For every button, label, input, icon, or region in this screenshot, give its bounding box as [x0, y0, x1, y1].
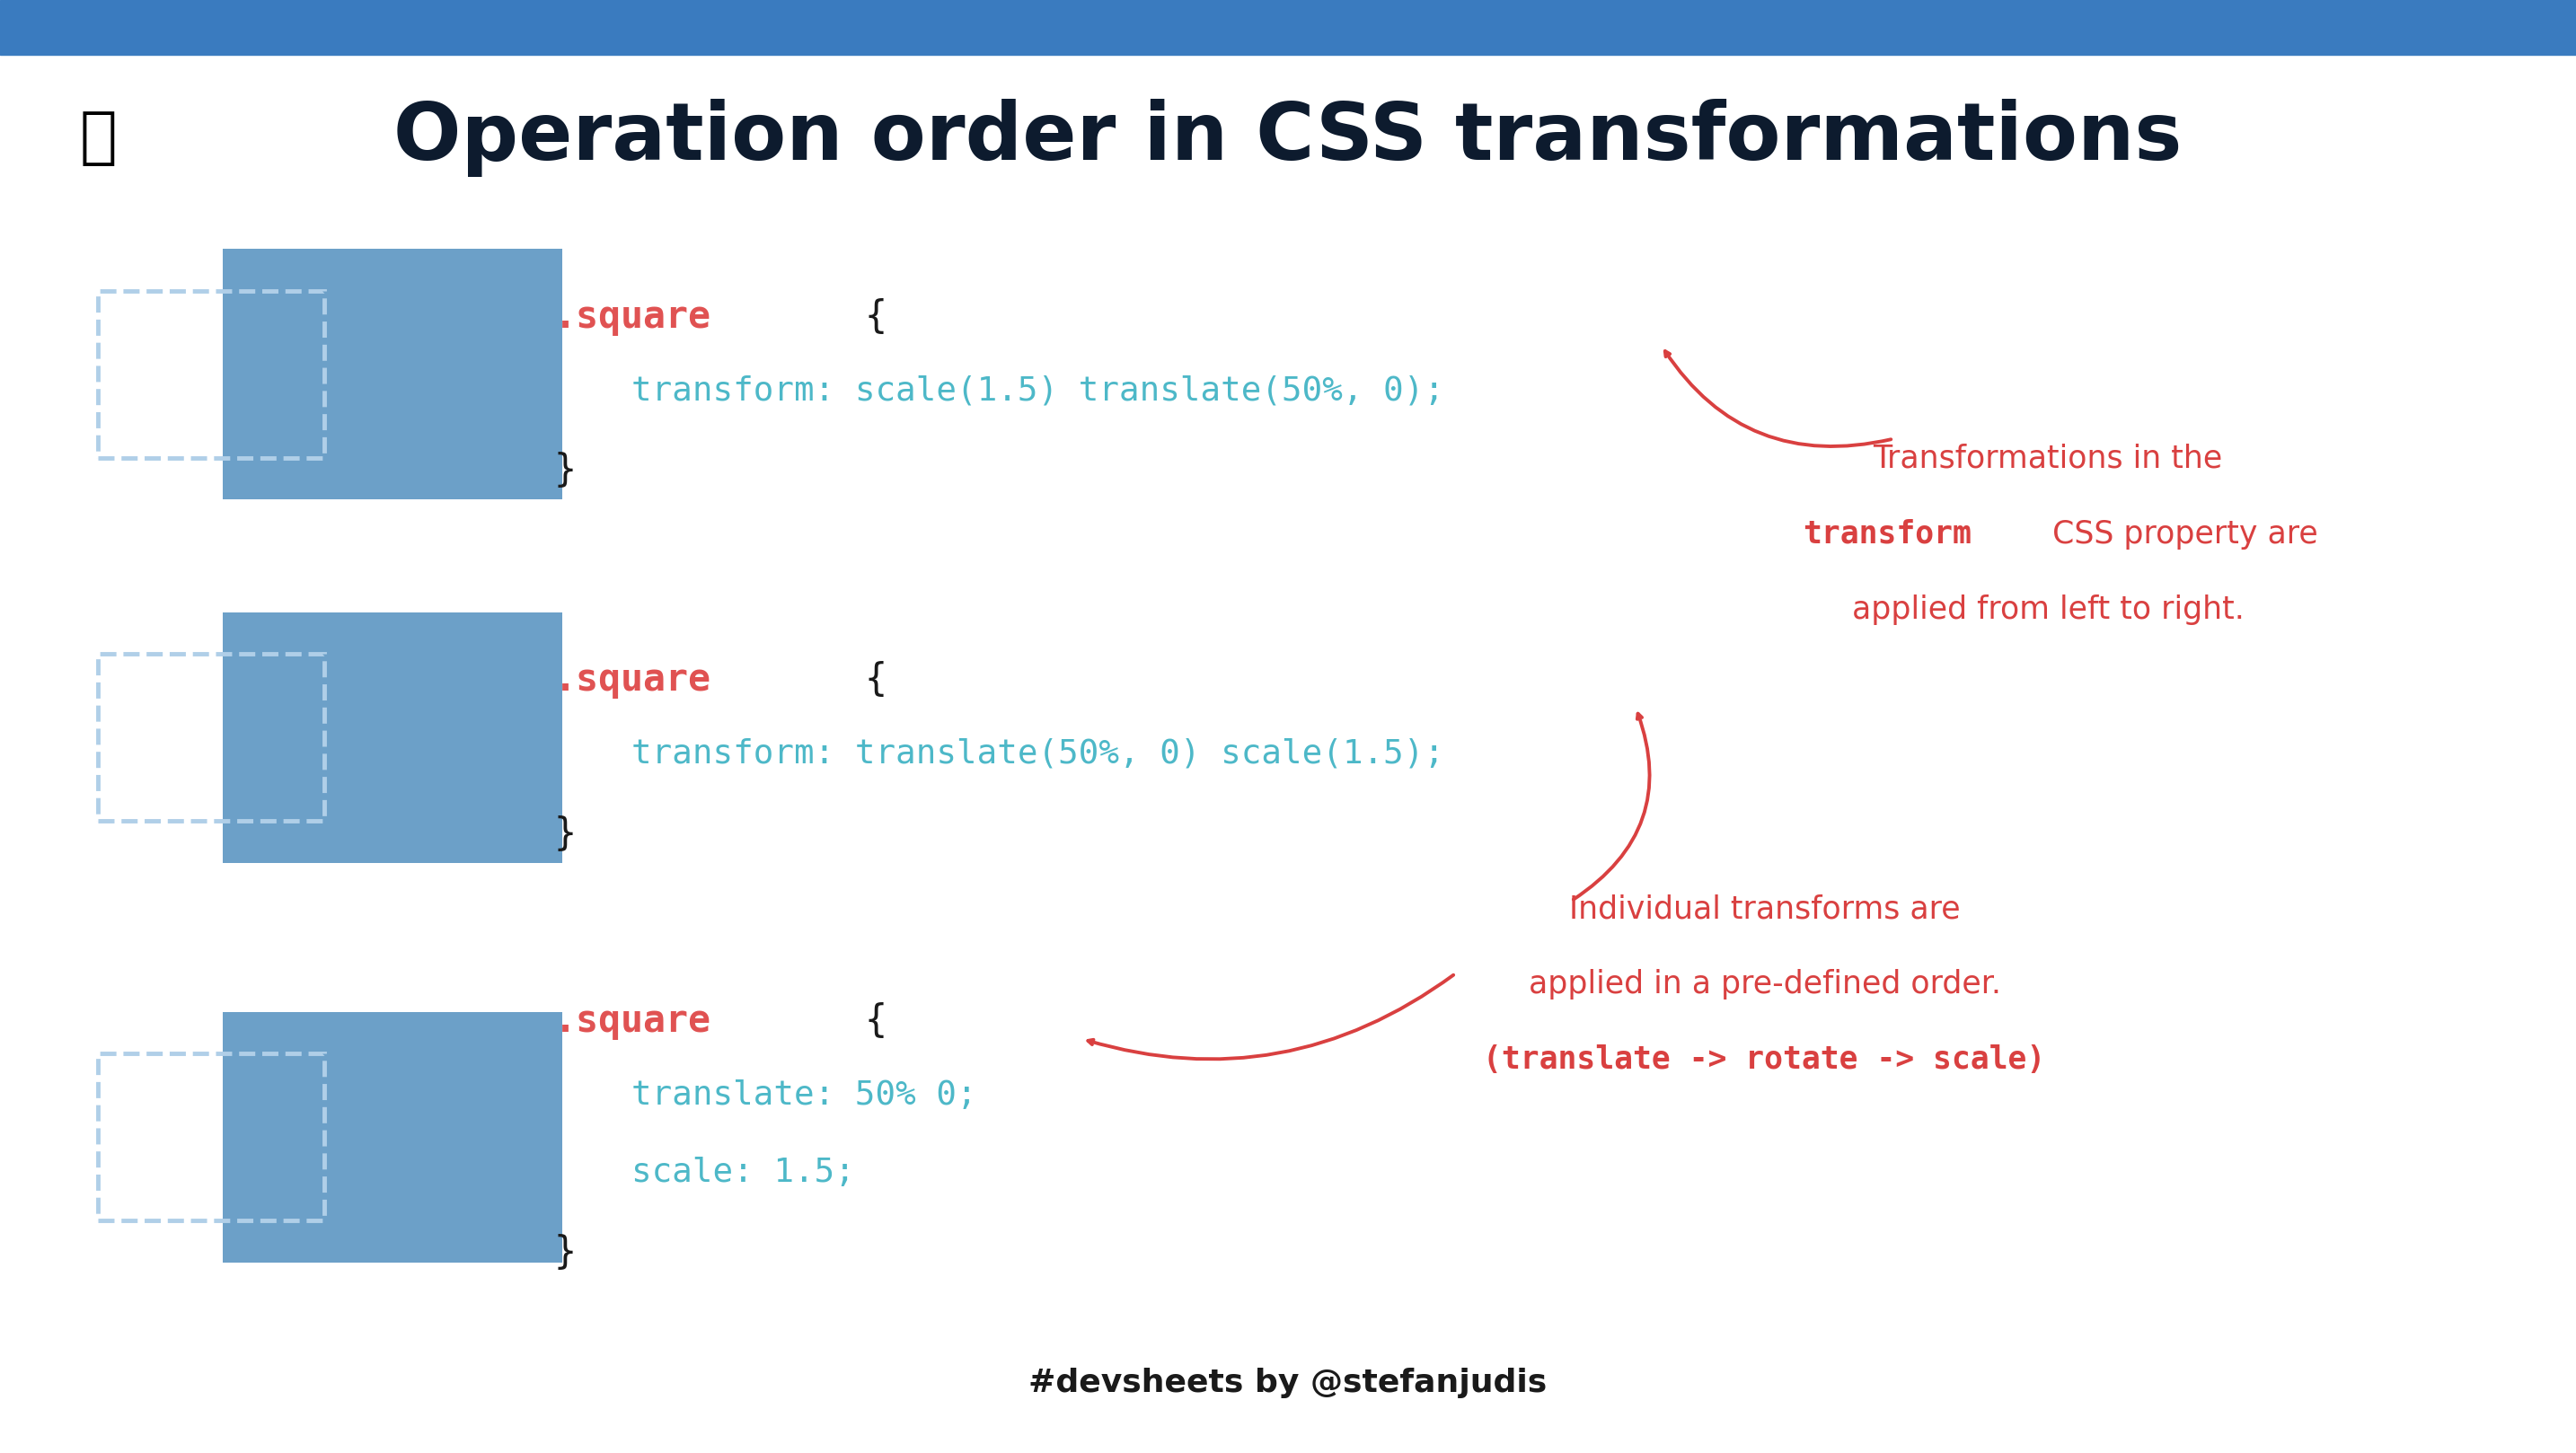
Bar: [222, 612, 562, 863]
Bar: [222, 1011, 562, 1263]
Text: transform: translate(50%, 0) scale(1.5);: transform: translate(50%, 0) scale(1.5);: [631, 738, 1445, 770]
Text: .square: .square: [554, 298, 711, 336]
Text: .square: .square: [554, 1003, 711, 1040]
Text: CSS property are: CSS property are: [2043, 519, 2318, 549]
Text: Operation order in CSS transformations: Operation order in CSS transformations: [394, 99, 2182, 177]
Text: }: }: [554, 452, 577, 490]
Text: .square: .square: [554, 661, 711, 699]
Bar: [0, 0, 2576, 55]
Bar: [98, 291, 325, 458]
Text: (translate -> rotate -> scale): (translate -> rotate -> scale): [1484, 1045, 2045, 1075]
Text: {: {: [842, 661, 886, 699]
Text: }: }: [554, 1234, 577, 1271]
Text: transform: transform: [1803, 519, 1973, 549]
Text: scale: 1.5;: scale: 1.5;: [631, 1157, 855, 1189]
Text: Individual transforms are: Individual transforms are: [1569, 894, 1960, 924]
Text: transform: scale(1.5) translate(50%, 0);: transform: scale(1.5) translate(50%, 0);: [631, 375, 1445, 407]
Text: #devsheets by @stefanjudis: #devsheets by @stefanjudis: [1028, 1367, 1548, 1399]
Text: Transformations in the: Transformations in the: [1873, 443, 2223, 474]
Text: translate: 50% 0;: translate: 50% 0;: [631, 1080, 976, 1112]
Text: {: {: [842, 298, 886, 336]
Text: 💙: 💙: [80, 108, 116, 169]
Text: {: {: [842, 1003, 886, 1040]
Bar: [98, 654, 325, 821]
Text: applied in a pre-defined order.: applied in a pre-defined order.: [1528, 969, 2002, 1000]
Text: }: }: [554, 815, 577, 853]
Bar: [98, 1053, 325, 1221]
Bar: [222, 248, 562, 500]
Text: applied from left to right.: applied from left to right.: [1852, 594, 2244, 625]
